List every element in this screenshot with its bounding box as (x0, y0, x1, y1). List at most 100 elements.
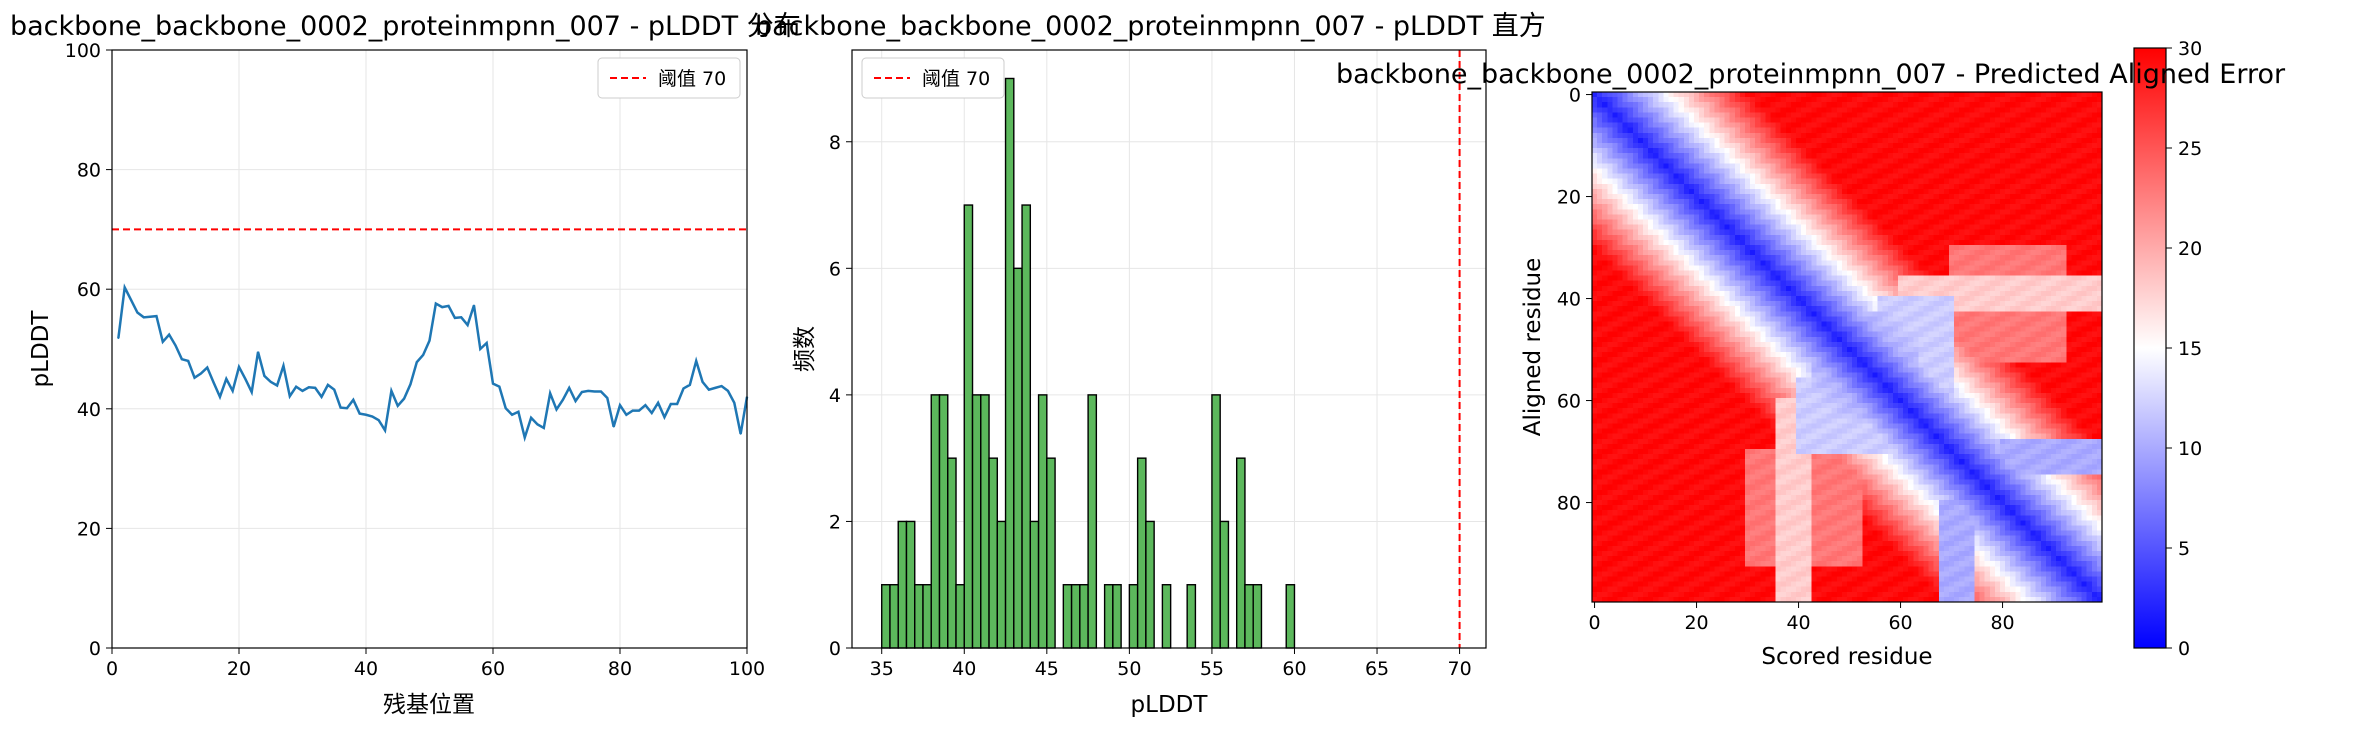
line-chart-point (200, 372, 202, 375)
line-chart-point (701, 381, 704, 383)
histogram-legend-box (861, 57, 1005, 99)
line-chart-point (543, 427, 545, 429)
line-chart-point (206, 366, 209, 369)
histogram-bar (914, 584, 924, 649)
histogram-title: backbone_backbone_0002_proteinmpnn_007 -… (755, 11, 1546, 42)
line-chart-point (650, 412, 653, 414)
pae-heatmap-y-tick-label: 0 (1569, 85, 1581, 107)
line-chart-point (123, 286, 126, 289)
line-chart-point (130, 299, 132, 301)
line-chart-point (714, 387, 717, 389)
line-chart-point (689, 384, 691, 386)
line-chart-point (536, 423, 539, 426)
line-chart-point (555, 408, 558, 411)
line-chart-point (479, 348, 482, 350)
histogram-bar (922, 584, 932, 649)
line-chart-point (390, 390, 393, 392)
line-chart-series-line (117, 283, 749, 443)
histogram-bar (988, 457, 998, 649)
line-chart-point (396, 405, 399, 407)
line-chart-point (238, 366, 240, 368)
line-chart-point (708, 388, 710, 391)
line-chart-point (574, 400, 577, 402)
histogram-bar (1211, 394, 1221, 649)
line-chart-point (174, 344, 177, 347)
histogram-bar (905, 520, 916, 649)
histogram-legend: 阈值 70 (861, 57, 1005, 99)
line-chart-point (250, 391, 253, 393)
histogram-bar (1136, 457, 1147, 649)
line-chart-point (187, 360, 189, 362)
line-chart-point (282, 364, 285, 367)
line-chart-point (727, 390, 729, 392)
line-chart-point (428, 339, 431, 342)
pae-heatmap-y-ticks: 0 20 40 60 80 (1557, 85, 1592, 515)
histogram-panel: backbone_backbone_0002_proteinmpnn_007 -… (755, 11, 1546, 718)
histogram-bar (1046, 457, 1056, 649)
histogram-x-tick-label: 65 (1365, 658, 1389, 680)
line-chart-point (295, 385, 297, 388)
line-chart-y-tick-label: 80 (77, 160, 101, 182)
line-chart-point (289, 395, 291, 398)
line-chart-point (460, 316, 463, 319)
line-chart-legend-box (597, 57, 741, 99)
line-chart-x-tick-label: 60 (481, 658, 505, 680)
line-chart-x-tick-label: 20 (227, 658, 251, 680)
pae-heatmap-x-tick-label: 20 (1684, 612, 1708, 634)
histogram-y-ticks: 0 2 4 6 8 (829, 132, 852, 660)
line-chart-point (473, 304, 475, 307)
histogram-x-tick-label: 50 (1117, 658, 1141, 680)
pae-heatmap-y-tick-label: 20 (1557, 187, 1581, 209)
line-chart-point (314, 387, 317, 389)
line-chart-point (409, 383, 412, 386)
line-chart-y-tick-label: 40 (77, 399, 101, 421)
histogram-bar (1145, 520, 1155, 649)
histogram-bar (881, 584, 891, 649)
colorbar-tick-label: 30 (2178, 38, 2202, 60)
histogram-bar (1013, 267, 1023, 649)
line-chart-x-tick-label: 40 (354, 658, 378, 680)
histogram-bar (897, 520, 908, 649)
line-chart-y-tick-label: 100 (65, 40, 101, 62)
histogram-y-axis-label: 频数 (792, 326, 818, 372)
histogram-bar (1004, 77, 1015, 649)
line-chart-point (663, 416, 666, 418)
histogram-bar (1037, 394, 1048, 649)
line-chart-point (619, 404, 621, 407)
line-chart-point (327, 384, 329, 386)
colorbar-ticks: 0 5 10 15 20 25 30 (2166, 38, 2202, 660)
line-chart-point (269, 381, 272, 383)
line-chart-point (511, 413, 513, 416)
histogram-y-tick-label: 8 (829, 132, 841, 154)
histogram-bar (996, 520, 1007, 649)
line-chart-point (568, 387, 570, 389)
pae-heatmap-x-tick-label: 40 (1786, 612, 1810, 634)
line-chart-point (320, 396, 323, 398)
line-chart-point (581, 391, 583, 393)
histogram-bar (955, 584, 965, 649)
line-chart-point (498, 385, 501, 388)
histogram-y-tick-label: 6 (829, 258, 841, 280)
line-chart-point (181, 358, 183, 360)
histogram-bar (1112, 584, 1122, 649)
line-chart-point (485, 342, 488, 344)
line-chart-point (682, 387, 685, 390)
histogram-bars (881, 77, 1296, 649)
pae-heatmap-y-tick-label: 80 (1557, 493, 1581, 515)
colorbar-tick-label: 0 (2178, 638, 2190, 660)
line-chart-panel: backbone_backbone_0002_proteinmpnn_007 -… (10, 11, 801, 718)
histogram-bar (1161, 584, 1172, 649)
histogram-bar (1128, 584, 1139, 649)
histogram-y-tick-label: 0 (829, 638, 841, 660)
line-chart-point (263, 375, 266, 377)
colorbar-tick-label: 25 (2178, 138, 2202, 160)
line-chart-point (358, 412, 361, 415)
histogram-bar (1062, 584, 1073, 649)
colorbar-tick-label: 5 (2178, 538, 2190, 560)
line-chart-point (739, 433, 742, 435)
line-chart-point (333, 388, 336, 391)
line-chart-point (257, 351, 259, 353)
histogram-bar (1029, 520, 1040, 649)
histogram-bar (1087, 394, 1098, 649)
